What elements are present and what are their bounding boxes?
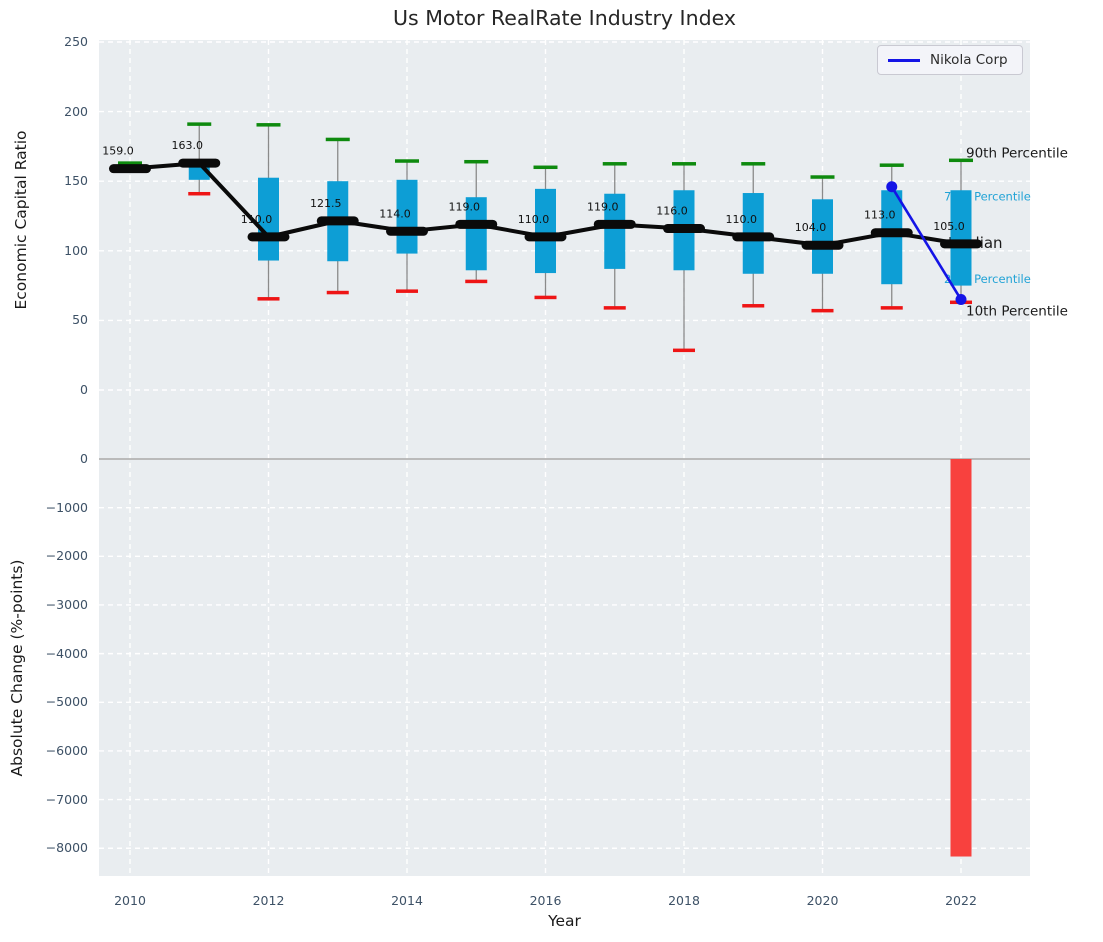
whisker-cap-high-2014: [395, 159, 419, 163]
median-value-label-2020: 104.0: [795, 221, 827, 234]
annotation-10th-percentile: 10th Percentile: [966, 304, 1068, 320]
nikola-line: [890, 186, 963, 301]
whisker-cap-high-2015: [464, 159, 489, 164]
bottom-y-tick-0: 0: [80, 451, 88, 466]
median-marker-2019: [732, 232, 775, 242]
whisker-cap-high-2022: [949, 158, 973, 163]
legend-label: Nikola Corp: [930, 52, 1008, 68]
top-y-tick-150: 150: [64, 173, 88, 189]
whisker-cap-high-2020: [810, 175, 835, 179]
page-title: Us Motor RealRate Industry Index: [393, 6, 736, 30]
whisker-cap-low-2012: [257, 297, 280, 301]
bottom-y-tick--3000: −3000: [45, 596, 88, 612]
bottom-y-tick--7000: −7000: [45, 791, 88, 807]
box-2020: [812, 199, 833, 274]
whisker-cap-low-2017: [603, 306, 626, 310]
whisker-cap-low-2014: [396, 289, 418, 293]
bottom-y-tick--8000: −8000: [45, 840, 88, 856]
bottom-y-tick--6000: −6000: [45, 742, 88, 758]
bottom-y-tick--1000: −1000: [45, 499, 88, 515]
top-y-tick-50: 50: [72, 312, 88, 328]
median-marker-2022: [940, 239, 982, 249]
whisker-cap-high-2010: [118, 161, 142, 165]
top-y-tick-100: 100: [64, 242, 88, 258]
median-marker-2014: [386, 226, 428, 236]
top-y-tick-0: 0: [80, 382, 88, 397]
bottom-y-tick--2000: −2000: [45, 548, 88, 564]
median-marker-2018: [663, 224, 705, 234]
whisker-cap-high-2018: [672, 162, 696, 166]
median-marker-2015: [455, 219, 498, 229]
nikola-point-2021: [886, 181, 898, 193]
top-y-tick-250: 250: [64, 34, 88, 49]
x-tick-2012: 2012: [252, 893, 285, 908]
box-2022: [950, 190, 972, 286]
whisker-cap-high-2013: [325, 137, 350, 142]
median-marker-2016: [524, 232, 567, 242]
bottom-y-axis-label: Absolute Change (%-points): [8, 559, 26, 777]
whisker-cap-high-2011: [187, 122, 212, 126]
median-value-label-2019: 110.0: [726, 213, 758, 226]
whisker-cap-low-2011: [188, 191, 211, 196]
whisker-cap-low-2021: [880, 306, 903, 310]
median-value-label-2021: 113.0: [864, 209, 896, 222]
x-tick-2010: 2010: [114, 893, 146, 908]
median-value-label-2015: 119.0: [449, 200, 481, 213]
whisker-cap-low-2016: [534, 295, 557, 300]
median-value-label-2012: 110.0: [241, 213, 273, 226]
whisker-cap-low-2019: [742, 304, 765, 308]
whisker-cap-high-2017: [602, 162, 627, 166]
x-axis-label: Year: [548, 912, 581, 930]
median-marker-2011: [178, 158, 221, 168]
top-y-tick-200: 200: [64, 103, 88, 119]
x-tick-2016: 2016: [529, 893, 562, 908]
box-2016: [535, 188, 556, 274]
whisker-cap-low-2020: [811, 308, 834, 313]
bottom-y-tick--5000: −5000: [45, 694, 88, 710]
whisker-cap-high-2021: [879, 163, 904, 167]
median-marker-2021: [870, 228, 913, 238]
median-value-label-2022: 105.0: [933, 220, 965, 233]
whisker-cap-low-2015: [465, 279, 488, 284]
median-value-label-2017: 119.0: [587, 200, 619, 213]
x-tick-2022: 2022: [945, 893, 977, 908]
median-value-label-2014: 114.0: [379, 207, 411, 220]
whisker-cap-high-2019: [741, 162, 766, 166]
median-value-label-2016: 110.0: [518, 213, 550, 226]
median-marker-2020: [801, 240, 844, 250]
whisker-cap-low-2013: [326, 290, 349, 295]
median-marker-2010: [109, 164, 151, 174]
nikola-point-2022: [955, 294, 967, 306]
top-y-axis-label: Economic Capital Ratio: [12, 130, 30, 310]
nikola-line-legend-swatch: [888, 58, 920, 62]
bottom-y-tick--4000: −4000: [45, 645, 88, 661]
x-tick-2018: 2018: [668, 893, 700, 908]
median-value-label-2018: 116.0: [656, 205, 688, 218]
x-tick-2014: 2014: [391, 893, 423, 908]
median-marker-2012: [247, 232, 290, 242]
median-value-label-2013: 121.5: [310, 197, 342, 210]
change-bar-2022: [950, 459, 972, 857]
x-tick-2020: 2020: [806, 893, 839, 908]
median-marker-2013: [316, 216, 359, 226]
whisker-cap-high-2012: [256, 123, 281, 127]
whisker-cap-high-2016: [533, 165, 558, 170]
box-2015: [465, 197, 487, 271]
median-value-label-2010: 159.0: [102, 145, 134, 158]
box-2017: [604, 193, 626, 269]
annotation-90th-percentile: 90th Percentile: [966, 146, 1068, 162]
median-value-label-2011: 163.0: [172, 139, 204, 152]
whisker-cap-low-2018: [673, 348, 695, 353]
plot-area-background: [99, 40, 1030, 876]
box-2021: [881, 190, 903, 285]
legend: Nikola Corp: [877, 45, 1023, 75]
median-marker-2017: [593, 219, 636, 229]
